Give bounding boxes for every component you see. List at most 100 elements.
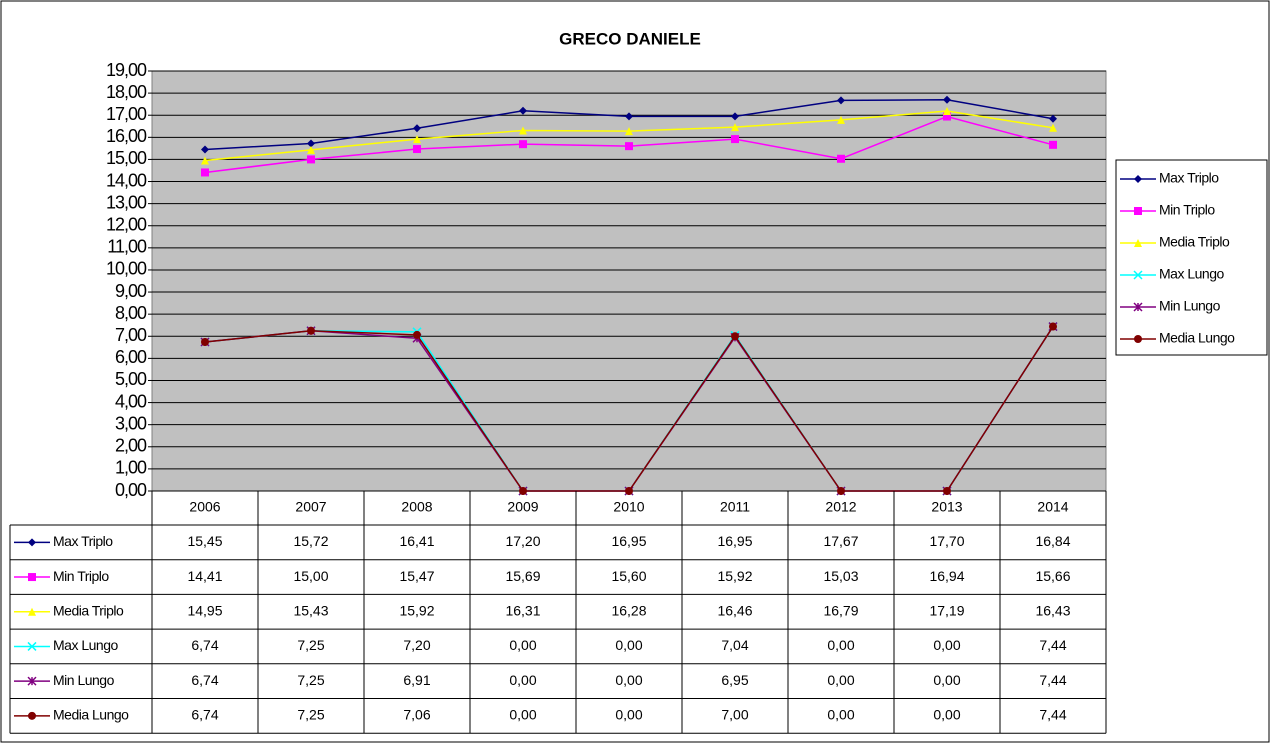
data-point bbox=[837, 487, 845, 495]
data-point bbox=[413, 330, 421, 339]
table-cell: 0,00 bbox=[827, 637, 854, 653]
data-point bbox=[413, 124, 421, 133]
y-tick-label: 5,00 bbox=[115, 369, 147, 389]
legend-marker bbox=[1133, 270, 1143, 280]
y-tick-label: 6,00 bbox=[115, 347, 147, 367]
y-tick-label: 11,00 bbox=[107, 237, 147, 257]
table-cell: 15,72 bbox=[293, 533, 328, 549]
x-tick-label: 2013 bbox=[931, 499, 962, 515]
x-tick-label: 2010 bbox=[613, 499, 644, 515]
legend-label: Media Triplo bbox=[1159, 234, 1230, 250]
table-cell: 7,44 bbox=[1039, 637, 1066, 653]
table-cell: 0,00 bbox=[509, 707, 536, 723]
data-point bbox=[413, 135, 421, 144]
table-cell: 15,00 bbox=[293, 568, 328, 584]
data-point bbox=[625, 112, 633, 121]
table-cell: 7,44 bbox=[1039, 672, 1066, 688]
table-cell: 15,66 bbox=[1035, 568, 1070, 584]
y-tick-label: 17,00 bbox=[106, 104, 147, 124]
data-point bbox=[201, 156, 209, 165]
legend-marker bbox=[1134, 335, 1142, 343]
data-point bbox=[307, 326, 315, 335]
table-cell: 15,92 bbox=[399, 602, 434, 618]
data-point bbox=[201, 338, 209, 347]
data-point bbox=[943, 107, 951, 116]
data-point bbox=[943, 95, 951, 104]
table-legend-marker bbox=[27, 641, 37, 651]
data-point bbox=[519, 126, 527, 135]
data-point bbox=[1049, 123, 1057, 132]
table-cell: 6,74 bbox=[191, 672, 218, 688]
table-cell: 15,43 bbox=[293, 602, 328, 618]
x-tick-label: 2014 bbox=[1037, 499, 1068, 515]
table-cell: 0,00 bbox=[509, 672, 536, 688]
table-cell: 7,25 bbox=[297, 637, 324, 653]
y-tick-label: 13,00 bbox=[106, 192, 147, 212]
y-tick-label: 12,00 bbox=[106, 214, 147, 234]
table-cell: 15,60 bbox=[611, 568, 646, 584]
table-cell: 16,28 bbox=[611, 602, 646, 618]
table-row-label: Max Lungo bbox=[53, 637, 118, 653]
table-cell: 7,04 bbox=[721, 637, 748, 653]
data-point bbox=[731, 112, 739, 121]
table-cell: 15,92 bbox=[717, 568, 752, 584]
data-point bbox=[837, 115, 845, 124]
legend-box bbox=[1115, 159, 1268, 356]
table-cell: 7,20 bbox=[403, 637, 430, 653]
table-cell: 0,00 bbox=[615, 637, 642, 653]
data-point bbox=[1049, 114, 1057, 123]
table-cell: 6,74 bbox=[191, 707, 218, 723]
table-row-label: Max Triplo bbox=[53, 533, 113, 549]
table-cell: 7,44 bbox=[1039, 707, 1066, 723]
data-point bbox=[731, 135, 739, 144]
table-cell: 0,00 bbox=[933, 637, 960, 653]
data-point bbox=[625, 127, 633, 136]
table-cell: 17,67 bbox=[823, 533, 858, 549]
legend-marker bbox=[1134, 207, 1142, 215]
table-cell: 17,70 bbox=[929, 533, 964, 549]
table-cell: 16,84 bbox=[1035, 533, 1070, 549]
table-cell: 15,47 bbox=[399, 568, 434, 584]
y-tick-label: 2,00 bbox=[115, 436, 147, 456]
table-row-label: Media Triplo bbox=[53, 602, 124, 618]
table-cell: 14,41 bbox=[187, 568, 222, 584]
table-cell: 7,25 bbox=[297, 672, 324, 688]
data-point bbox=[625, 487, 633, 495]
legend-label: Max Lungo bbox=[1159, 266, 1224, 282]
data-point bbox=[1049, 140, 1057, 149]
y-tick-label: 15,00 bbox=[106, 148, 147, 168]
table-legend-marker bbox=[28, 573, 36, 582]
data-point bbox=[731, 332, 739, 341]
y-tick-label: 0,00 bbox=[115, 480, 147, 500]
data-point bbox=[1049, 322, 1057, 331]
table-cell: 16,46 bbox=[717, 602, 752, 618]
chart-title: GRECO DANIELE bbox=[559, 29, 701, 48]
table-cell: 16,95 bbox=[611, 533, 646, 549]
data-point bbox=[201, 168, 209, 177]
y-tick-label: 16,00 bbox=[106, 126, 147, 146]
data-point bbox=[201, 145, 209, 154]
y-tick-label: 19,00 bbox=[106, 60, 147, 80]
table-cell: 17,19 bbox=[929, 602, 964, 618]
table-cell: 15,69 bbox=[505, 568, 540, 584]
legend-label: Min Triplo bbox=[1159, 202, 1215, 218]
table-cell: 7,25 bbox=[297, 707, 324, 723]
table-cell: 0,00 bbox=[827, 672, 854, 688]
data-point bbox=[519, 140, 527, 149]
table-cell: 16,79 bbox=[823, 602, 858, 618]
data-point bbox=[837, 154, 845, 163]
y-tick-label: 9,00 bbox=[115, 281, 147, 301]
data-point bbox=[519, 487, 527, 495]
table-cell: 0,00 bbox=[615, 672, 642, 688]
table-cell: 16,95 bbox=[717, 533, 752, 549]
y-tick-label: 8,00 bbox=[115, 303, 147, 323]
table-legend-marker bbox=[28, 538, 36, 547]
y-tick-label: 7,00 bbox=[115, 325, 147, 345]
table-legend-marker bbox=[28, 607, 36, 616]
data-point bbox=[625, 142, 633, 151]
table-cell: 16,31 bbox=[505, 602, 540, 618]
data-point bbox=[837, 96, 845, 105]
y-tick-label: 4,00 bbox=[115, 391, 147, 411]
table-cell: 16,43 bbox=[1035, 602, 1070, 618]
